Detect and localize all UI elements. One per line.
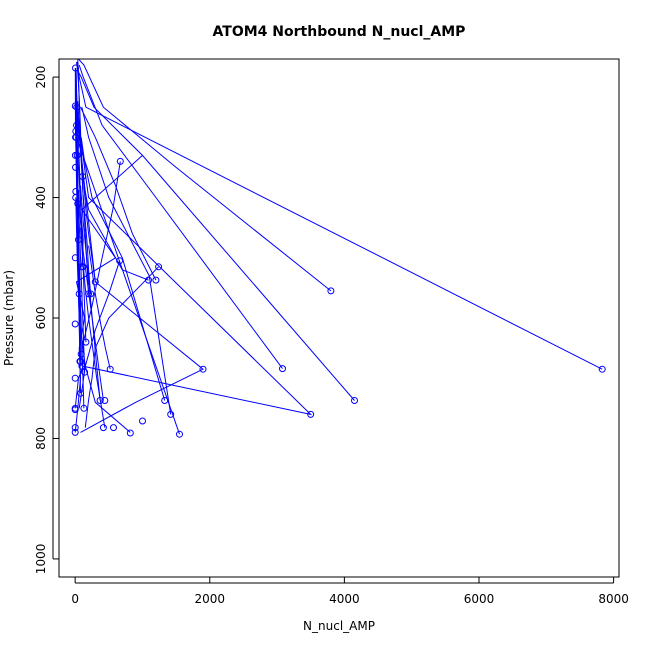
data-point [71, 428, 79, 436]
data-point [155, 263, 163, 271]
data-point [71, 374, 79, 382]
data-point [145, 276, 152, 284]
profile-line [75, 107, 81, 362]
data-point [82, 338, 90, 346]
data-point [116, 257, 124, 265]
data-point [91, 278, 99, 286]
data-point [116, 157, 124, 165]
chart-title: ATOM4 Northbound N_nucl_AMP [213, 24, 466, 40]
y-tick-label: 200 [34, 66, 48, 89]
y-tick-label: 600 [34, 307, 48, 330]
data-point [72, 64, 79, 72]
data-point [99, 424, 107, 432]
data-point [71, 424, 79, 432]
x-tick-label: 0 [71, 592, 79, 606]
profile-line [76, 61, 355, 401]
profile-line [81, 173, 149, 281]
x-tick-label: 4000 [329, 592, 360, 606]
data-point [199, 365, 207, 373]
y-axis-label: Pressure (mbar) [2, 270, 16, 366]
y-tick-label: 800 [34, 427, 48, 450]
profile-line [78, 64, 283, 369]
profile-line [78, 137, 204, 433]
x-tick-label: 8000 [598, 592, 629, 606]
data-point [71, 404, 79, 412]
data-point [176, 430, 183, 438]
data-point [327, 287, 335, 295]
data-point [72, 133, 79, 141]
data-point [77, 389, 84, 397]
profile-line [78, 260, 121, 409]
data-point [78, 263, 86, 271]
data-point [106, 365, 114, 373]
profile-line [81, 107, 172, 415]
data-point [74, 200, 82, 208]
profile-line [88, 245, 111, 370]
data-point [79, 173, 87, 180]
x-axis-label: N_nucl_AMP [303, 619, 375, 633]
data-point [307, 410, 315, 418]
data-point [75, 290, 83, 298]
data-point [110, 424, 117, 432]
data-point [71, 151, 79, 159]
y-tick-label: 1000 [34, 544, 48, 575]
profile-line [75, 67, 77, 126]
y-tick-label: 400 [34, 186, 48, 209]
data-point [85, 290, 93, 298]
data-point [81, 368, 89, 376]
y-axis: 200 400 600 800 1000 [34, 66, 59, 575]
data-point [152, 276, 160, 284]
profile-line [78, 59, 332, 292]
data-point [351, 397, 358, 404]
data-point [71, 254, 79, 262]
data-point [167, 410, 175, 418]
data-point [73, 103, 81, 111]
data-point [139, 417, 146, 425]
data-points [71, 64, 606, 438]
data-point [71, 102, 79, 110]
profile-line [80, 106, 157, 281]
data-point [72, 194, 80, 201]
x-tick-label: 6000 [464, 592, 495, 606]
series-lines [74, 59, 603, 435]
data-point [72, 163, 79, 171]
profile-line [80, 137, 166, 401]
data-point [80, 404, 88, 412]
data-point [126, 429, 134, 437]
x-tick-label: 2000 [194, 592, 225, 606]
data-point [71, 320, 79, 328]
profile-line [80, 185, 101, 401]
data-point [77, 350, 85, 358]
data-point [87, 290, 95, 298]
data-point [76, 357, 84, 365]
profile-line [84, 266, 159, 428]
data-point [96, 397, 104, 404]
data-point [75, 236, 82, 244]
data-point [279, 365, 286, 373]
data-point [598, 365, 606, 373]
data-point [161, 397, 169, 404]
plot-frame [58, 58, 620, 578]
profile-line [76, 61, 603, 370]
x-axis: 0 2000 4000 6000 8000 [71, 577, 629, 606]
data-point [101, 397, 109, 404]
